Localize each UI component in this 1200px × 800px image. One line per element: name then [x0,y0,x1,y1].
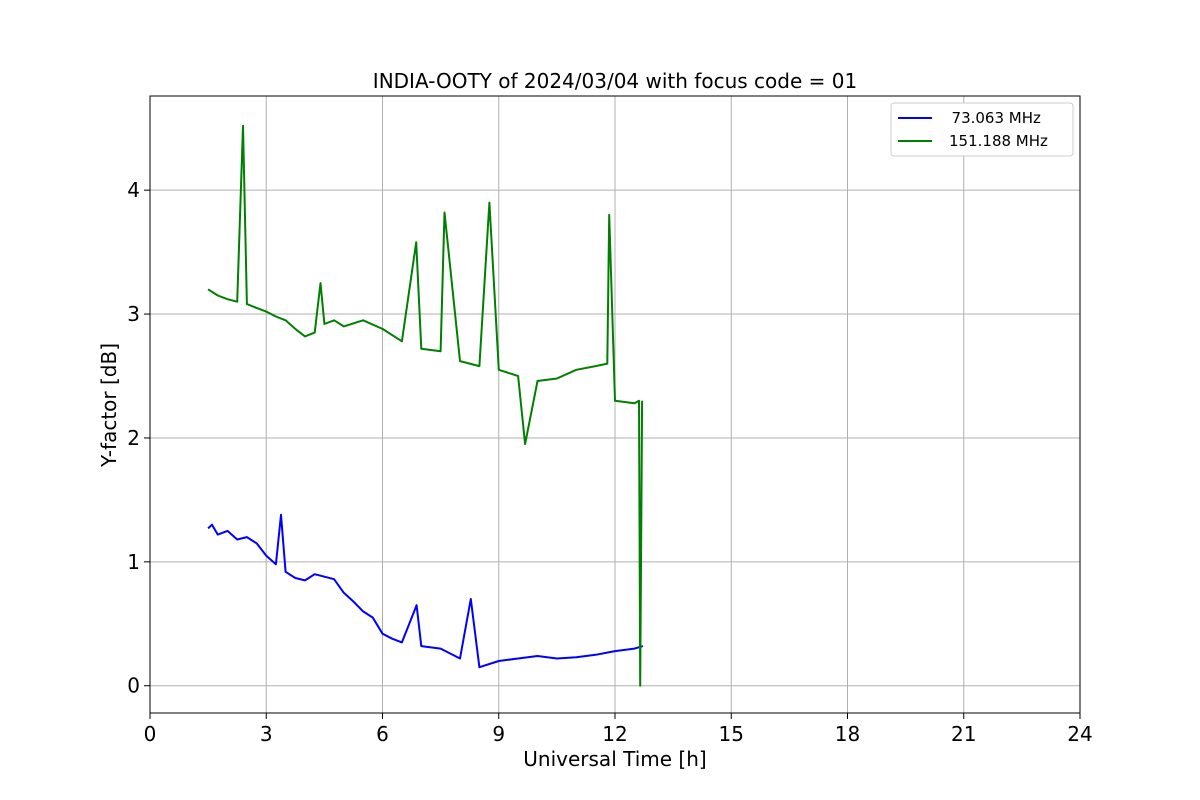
legend-label-151mhz: 151.188 MHz [949,132,1048,150]
series-line-0 [207,513,644,669]
x-tick-label: 15 [719,722,744,746]
legend: 73.063 MHz 151.188 MHz [890,102,1074,157]
series-line-1 [207,124,644,687]
x-tick-label: 12 [602,722,627,746]
y-tick-label: 1 [127,550,140,574]
y-tick-label: 0 [127,674,140,698]
x-tick-label: 9 [492,722,505,746]
x-axis-label: Universal Time [h] [523,747,706,771]
legend-box [890,102,1074,157]
chart-title: INDIA-OOTY of 2024/03/04 with focus code… [373,69,857,93]
y-tick-label: 4 [127,178,140,202]
plot-lines [207,124,644,687]
x-tick-label: 18 [835,722,860,746]
y-tick-label: 2 [127,426,140,450]
x-tick-label: 24 [1067,722,1092,746]
x-tick-label: 6 [376,722,389,746]
x-tick-label: 21 [951,722,976,746]
ticks [144,189,1081,719]
x-tick-label: 0 [144,722,157,746]
y-tick-label: 3 [127,302,140,326]
x-tick-label: 3 [260,722,273,746]
y-axis-label: Y-factor [dB] [97,343,121,468]
legend-label-73mhz: 73.063 MHz [942,109,1041,127]
